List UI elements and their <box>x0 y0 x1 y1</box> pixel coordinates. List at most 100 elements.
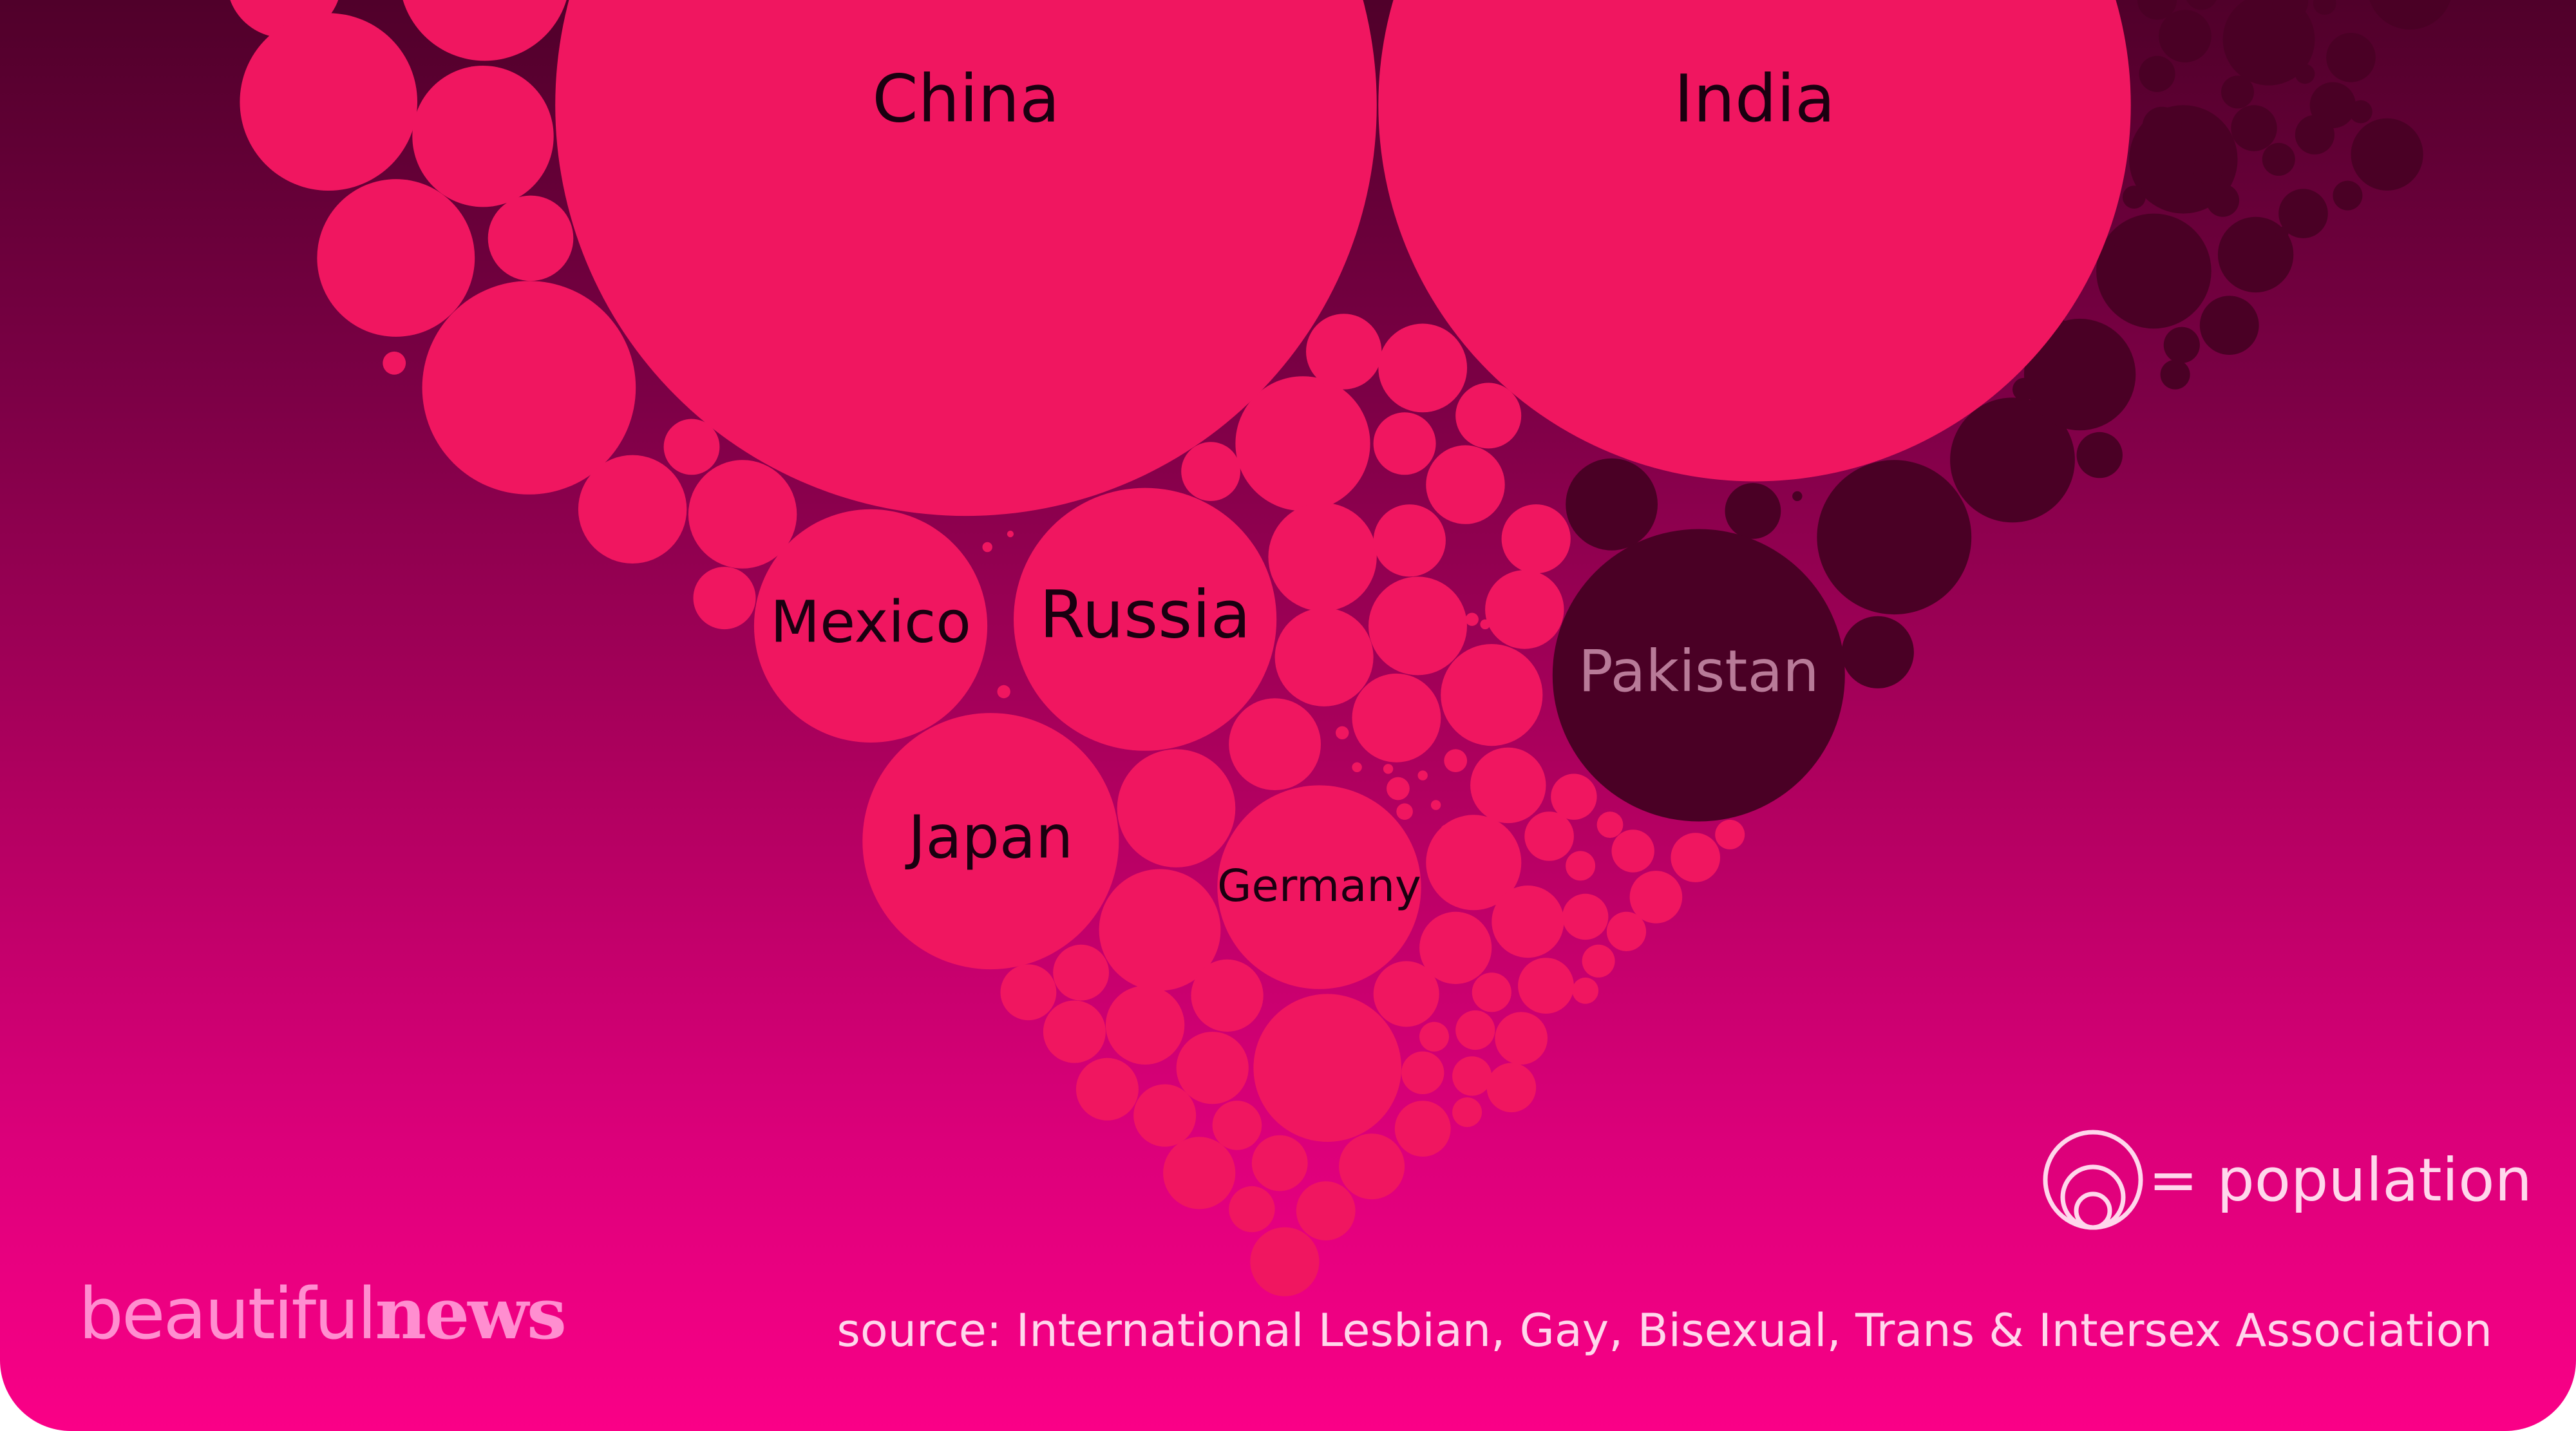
country-bubble <box>1671 833 1720 882</box>
country-bubble <box>1725 483 1781 539</box>
country-bubble <box>1817 460 1972 615</box>
country-bubble <box>240 13 417 191</box>
country-bubble <box>1339 1133 1405 1200</box>
country-bubble <box>1524 811 1574 861</box>
country-bubble <box>1212 1101 1262 1150</box>
country-bubble <box>1419 911 1492 984</box>
country-bubble <box>1426 815 1522 911</box>
country-bubble <box>578 455 687 564</box>
country-bubble <box>1133 1084 1197 1147</box>
country-bubble <box>2137 0 2177 20</box>
bubble-china <box>555 0 1377 516</box>
country-bubble <box>2199 296 2259 355</box>
country-bubble <box>1373 961 1439 1027</box>
country-bubble <box>2231 105 2277 151</box>
country-bubble <box>1501 504 1571 574</box>
country-bubble <box>1629 871 1683 924</box>
country-bubble <box>2349 100 2372 124</box>
country-bubble <box>1566 458 1658 551</box>
country-bubble <box>1566 851 1596 881</box>
legend: = population <box>2041 1128 2532 1231</box>
country-bubble <box>2139 55 2175 92</box>
country-bubble <box>2232 48 2253 68</box>
bubble-russia <box>1014 488 1277 751</box>
country-bubble <box>1250 1227 1320 1296</box>
country-bubble <box>2193 154 2223 184</box>
label-germany: Germany <box>1217 860 1421 912</box>
country-bubble <box>1296 1181 1356 1240</box>
country-bubble <box>1336 726 1349 740</box>
country-bubble <box>2275 227 2289 240</box>
country-bubble <box>1401 1051 1444 1095</box>
label-japan: Japan <box>905 802 1073 871</box>
country-bubble <box>2122 185 2146 209</box>
country-bubble <box>688 460 797 569</box>
country-bubble <box>1419 1021 1449 1052</box>
country-bubble <box>1444 749 1468 772</box>
country-bubble <box>1452 1097 1482 1127</box>
label-russia: Russia <box>1039 577 1251 654</box>
country-bubble <box>1274 607 1374 706</box>
country-bubble <box>1492 886 1564 958</box>
country-bubble <box>1099 869 1221 991</box>
country-bubble <box>1486 1063 1537 1113</box>
country-bubble <box>1352 673 1441 763</box>
country-bubble <box>1368 576 1467 676</box>
country-bubble <box>1551 773 1597 820</box>
country-bubble <box>1470 747 1546 824</box>
country-bubble <box>1430 800 1441 810</box>
country-bubble <box>1053 944 1109 1001</box>
country-bubble <box>2206 184 2239 217</box>
country-bubble <box>2076 431 2123 479</box>
country-bubble <box>2221 75 2254 109</box>
bubble-india <box>1378 0 2131 482</box>
country-bubble <box>2096 213 2211 329</box>
country-bubble <box>2023 318 2136 431</box>
country-bubble <box>2313 0 2336 15</box>
bubble-germany <box>1217 785 1421 989</box>
country-bubble <box>1596 811 1624 838</box>
legend-label: = population <box>2148 1145 2532 1215</box>
country-bubble <box>1000 964 1057 1021</box>
country-bubble <box>1455 1010 1495 1050</box>
country-bubble <box>412 66 554 207</box>
country-bubble <box>317 179 475 337</box>
source-credit: source: International Lesbian, Gay, Bise… <box>837 1304 2492 1357</box>
country-bubble <box>1792 491 1803 502</box>
country-bubble <box>2142 106 2182 146</box>
country-bubble <box>2217 216 2294 293</box>
label-china: China <box>872 61 1059 138</box>
country-bubble <box>1117 749 1236 867</box>
country-bubble <box>1426 445 1505 524</box>
country-bubble <box>1715 819 1745 849</box>
country-bubble <box>1582 944 1615 978</box>
country-bubble <box>1606 911 1647 951</box>
country-bubble <box>1387 777 1410 801</box>
country-bubble <box>1841 616 1914 688</box>
country-bubble <box>2111 233 2125 247</box>
country-bubble <box>2326 33 2376 82</box>
country-bubble <box>2159 10 2211 62</box>
country-bubble <box>1495 1012 1548 1065</box>
country-bubble <box>982 542 992 553</box>
country-bubble <box>1229 698 1321 790</box>
country-bubble <box>1306 314 1382 390</box>
brand-logo: beautifulnews <box>79 1278 567 1350</box>
bubble-pakistan <box>1552 529 1845 822</box>
country-bubble <box>1480 619 1490 630</box>
country-bubble <box>693 567 756 630</box>
country-bubble <box>1396 803 1413 820</box>
country-bubble <box>1229 1186 1275 1233</box>
brand-word-news: news <box>375 1272 567 1355</box>
country-bubble <box>2295 115 2334 155</box>
population-circle-icon <box>2043 1130 2143 1230</box>
country-bubble <box>1163 1137 1236 1209</box>
country-bubble <box>402 0 567 61</box>
country-bubble <box>383 351 406 375</box>
country-bubble <box>1043 1000 1106 1063</box>
label-mexico: Mexico <box>770 589 971 656</box>
country-bubble <box>2295 64 2315 84</box>
country-bubble <box>997 685 1010 699</box>
